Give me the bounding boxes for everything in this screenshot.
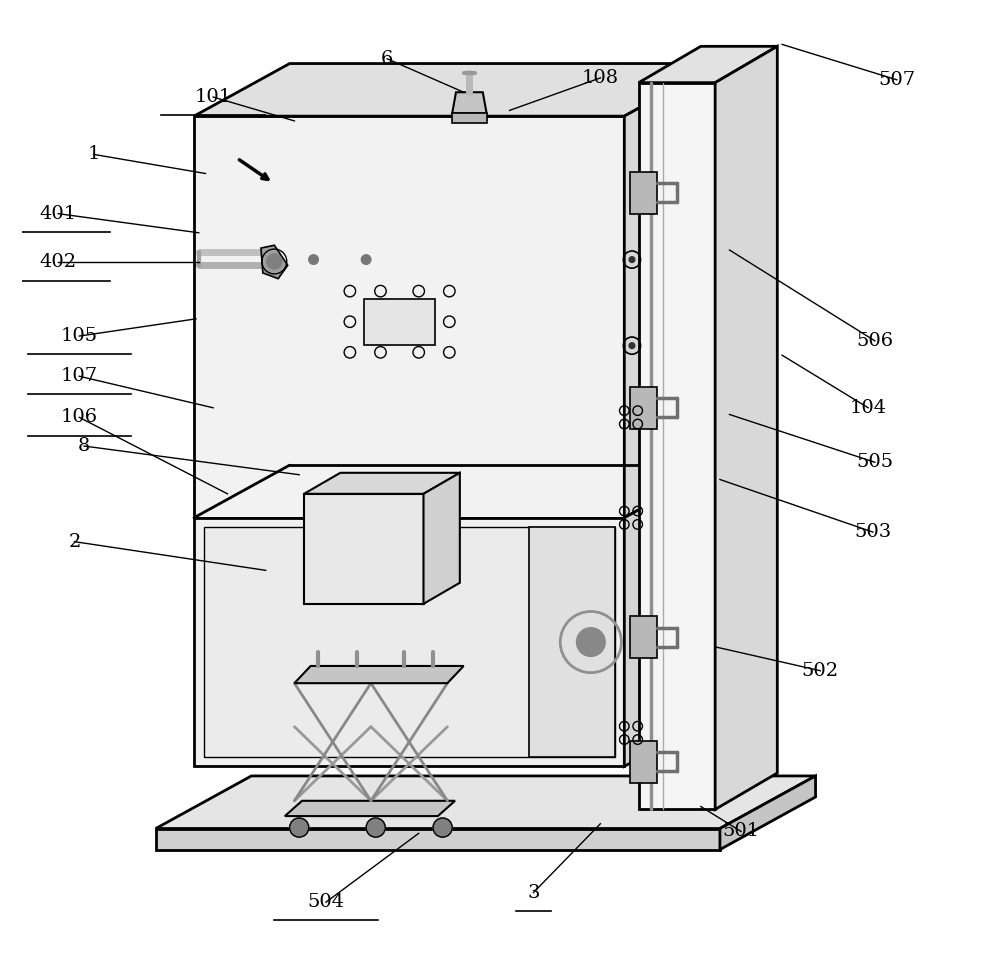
Polygon shape: [285, 801, 455, 816]
Text: 402: 402: [40, 253, 77, 271]
Text: 505: 505: [856, 454, 893, 471]
Polygon shape: [715, 46, 777, 809]
Circle shape: [629, 342, 635, 348]
Text: 107: 107: [61, 367, 98, 386]
Polygon shape: [261, 246, 288, 279]
Circle shape: [366, 818, 385, 837]
Polygon shape: [424, 473, 460, 604]
FancyBboxPatch shape: [630, 740, 657, 783]
Polygon shape: [194, 116, 624, 518]
Polygon shape: [194, 518, 624, 766]
Polygon shape: [639, 82, 715, 809]
Circle shape: [576, 628, 605, 656]
FancyBboxPatch shape: [630, 617, 657, 658]
Circle shape: [433, 818, 452, 837]
Circle shape: [309, 255, 318, 265]
Polygon shape: [294, 666, 464, 683]
Text: 503: 503: [854, 523, 892, 541]
Polygon shape: [204, 527, 615, 757]
Polygon shape: [304, 494, 424, 604]
Text: 6: 6: [381, 50, 393, 68]
Polygon shape: [304, 473, 460, 494]
Polygon shape: [529, 527, 615, 757]
Text: 106: 106: [61, 409, 98, 427]
Circle shape: [629, 257, 635, 263]
Text: 108: 108: [582, 69, 619, 87]
Circle shape: [361, 255, 371, 265]
Polygon shape: [452, 92, 487, 113]
Circle shape: [267, 254, 282, 269]
FancyBboxPatch shape: [364, 299, 435, 344]
Polygon shape: [156, 776, 816, 829]
Polygon shape: [720, 776, 816, 850]
Text: 507: 507: [878, 71, 915, 89]
FancyBboxPatch shape: [630, 386, 657, 429]
Circle shape: [290, 818, 309, 837]
Polygon shape: [639, 46, 777, 82]
Polygon shape: [452, 113, 487, 123]
Text: 401: 401: [40, 204, 77, 222]
Text: 104: 104: [850, 399, 887, 417]
Text: 8: 8: [78, 437, 90, 455]
Polygon shape: [624, 63, 720, 518]
Text: 1: 1: [87, 146, 100, 163]
Text: 3: 3: [527, 883, 540, 901]
Text: 506: 506: [856, 332, 893, 350]
Polygon shape: [194, 63, 720, 116]
Text: 504: 504: [307, 893, 345, 911]
Text: 105: 105: [61, 327, 98, 345]
Text: 502: 502: [802, 662, 839, 680]
Polygon shape: [156, 829, 720, 850]
Text: 2: 2: [68, 532, 81, 550]
Polygon shape: [624, 465, 720, 766]
FancyBboxPatch shape: [630, 172, 657, 214]
Text: 501: 501: [722, 823, 760, 840]
Text: 101: 101: [195, 88, 232, 106]
